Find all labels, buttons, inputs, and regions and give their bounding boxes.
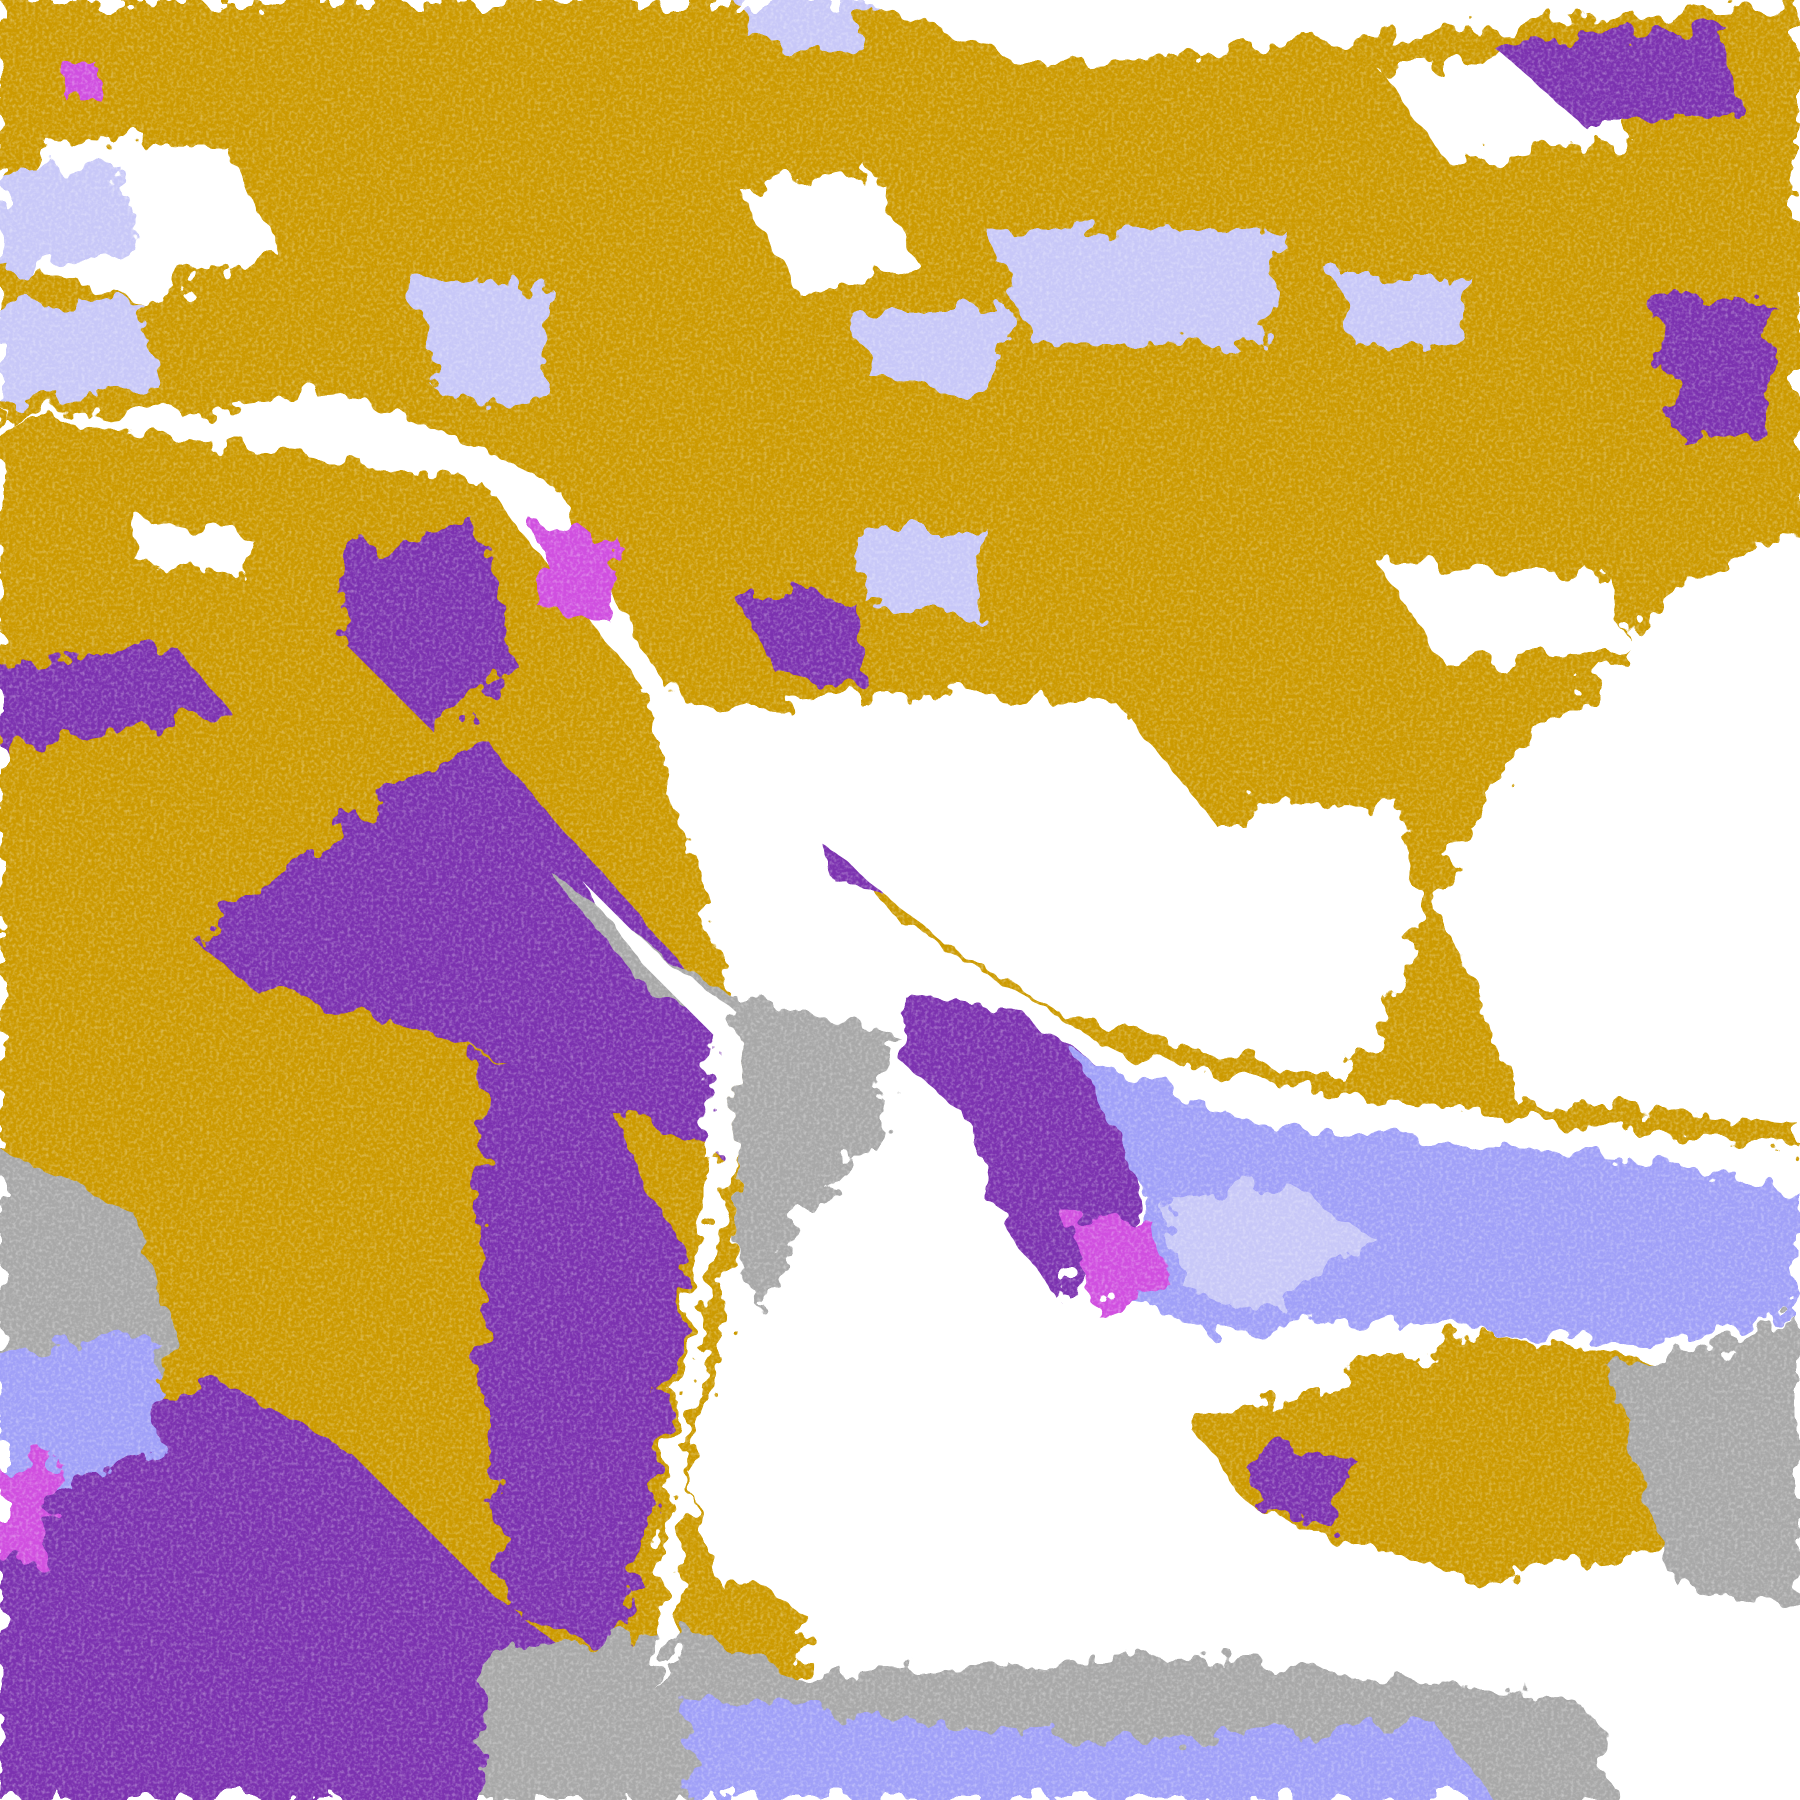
satellite-map: [0, 0, 1800, 1800]
speckle-texture: [0, 0, 1800, 1800]
